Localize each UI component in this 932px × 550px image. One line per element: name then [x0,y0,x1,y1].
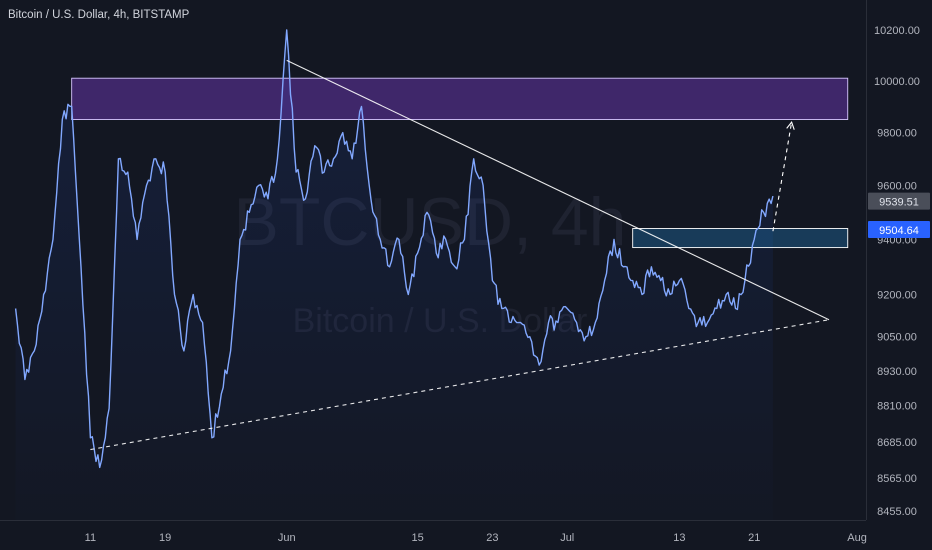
y-tick-label: 9600.00 [877,180,917,192]
price-label: 9504.64 [879,225,919,237]
x-tick-label: 19 [159,532,171,544]
projection-arrow-head [786,120,795,130]
price-label-box [868,221,930,239]
y-tick-label: 9800.00 [877,128,917,140]
x-tick-label: Aug [847,532,867,544]
y-tick-label: 8455.00 [877,506,917,518]
x-tick-label: 13 [673,532,685,544]
price-area-fill [15,30,773,520]
y-tick-label: 8930.00 [877,366,917,378]
y-tick-label: 8685.00 [877,437,917,449]
x-tick-label: Jul [560,532,574,544]
y-tick-label: 9050.00 [877,332,917,344]
ascending-trendline[interactable] [90,319,830,451]
price-label: 9539.51 [879,197,919,209]
projection-arrow[interactable] [772,122,793,232]
descending-trendline[interactable] [286,59,830,321]
x-tick-label: 11 [85,532,96,544]
resistance-zone[interactable] [71,77,849,120]
y-tick-label: 10200.00 [874,25,920,37]
y-tick-label: 9200.00 [877,290,917,302]
x-tick-label: 23 [486,532,498,544]
y-tick-label: 8565.00 [877,473,917,485]
x-tick-label: 21 [748,532,760,544]
price-series-line [14,29,774,469]
price-label-box [868,192,930,210]
y-tick-label: 8810.00 [877,401,917,413]
x-tick-label: 15 [412,532,424,544]
breakout-zone[interactable] [632,228,849,249]
x-tick-label: Jun [278,532,296,544]
y-tick-label: 10000.00 [874,76,920,88]
chart-title: Bitcoin / U.S. Dollar, 4h, BITSTAMP [8,9,190,21]
